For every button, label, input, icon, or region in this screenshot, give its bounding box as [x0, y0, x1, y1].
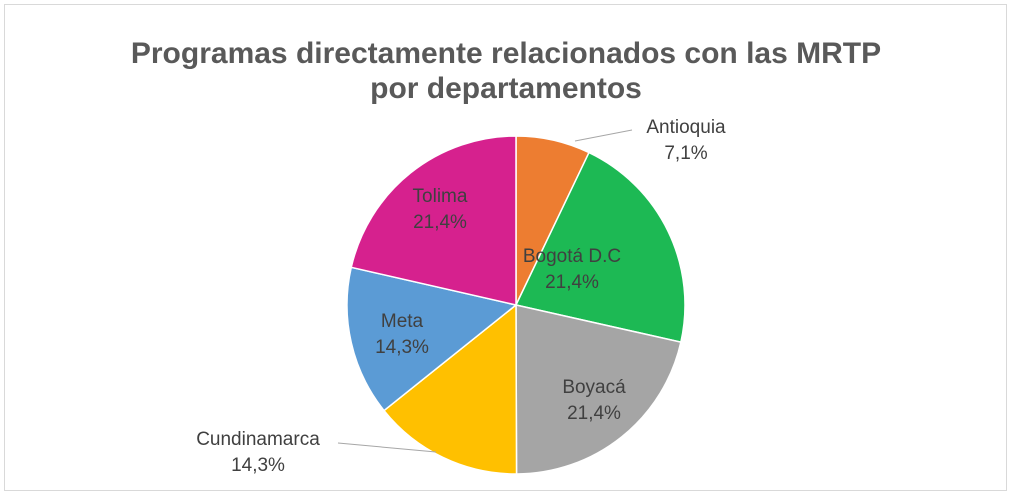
value-label: 14,3%	[231, 455, 285, 476]
pie-slice	[514, 151, 686, 344]
value-label: 7,1%	[664, 143, 707, 164]
pie-slice	[382, 303, 518, 475]
pie-slice	[350, 135, 517, 306]
category-label: Tolima	[413, 186, 468, 207]
leader-line	[574, 129, 633, 142]
category-label: Antioquia	[646, 117, 726, 138]
category-label: Bogotá D.C	[523, 246, 621, 267]
category-label: Cundinamarca	[196, 429, 320, 450]
leader-line	[337, 442, 437, 453]
value-label: 21,4%	[413, 212, 467, 233]
category-label: Meta	[381, 311, 424, 332]
chart-frame	[4, 4, 1007, 491]
value-label: 14,3%	[375, 337, 429, 358]
pie-slice	[346, 266, 518, 412]
value-label: 21,4%	[567, 403, 621, 424]
pie-slice	[515, 304, 682, 475]
chart-title: Programas directamente relacionados con …	[130, 37, 882, 105]
category-label: Boyacá	[562, 377, 626, 398]
value-label: 21,4%	[545, 272, 599, 293]
